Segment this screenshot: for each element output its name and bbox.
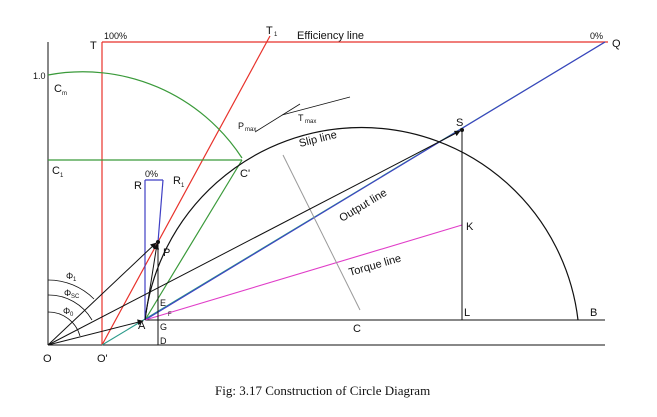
torque-line [144, 224, 463, 321]
vector-ap [144, 243, 160, 321]
label-d: D [160, 336, 167, 346]
label-c1-sub: 1 [60, 173, 64, 179]
label-phi1-sub: 1 [73, 277, 77, 283]
label-r: R [134, 180, 142, 192]
label-c-prime: C' [240, 168, 250, 180]
r1-p-line [157, 179, 164, 243]
label-pmax-sub: max [245, 127, 256, 133]
label-c1: C [52, 165, 60, 177]
slip-line [144, 41, 606, 321]
cprime-line [144, 159, 243, 321]
label-r1-sub: 1 [181, 183, 185, 189]
label-r1: R [173, 175, 181, 187]
label-o: O [43, 353, 52, 365]
pmax-tangent [254, 103, 301, 133]
vector-oa [47, 319, 144, 346]
label-phi1: Φ [66, 271, 73, 281]
label-cm: C [54, 83, 62, 95]
label-t1-sub: 1 [274, 32, 278, 38]
label-one-point-zero: 1.0 [33, 71, 46, 81]
label-l: L [464, 307, 470, 319]
label-e: E [160, 298, 166, 308]
circle-arc [144, 126, 579, 321]
label-f: F [168, 312, 172, 318]
label-t1: T [266, 25, 273, 37]
label-efficiency-line: Efficiency line [297, 30, 364, 42]
label-cm-sub: m [62, 91, 67, 97]
tmax-tangent [281, 96, 351, 116]
figure-caption: Fig: 3.17 Construction of Circle Diagram [215, 383, 430, 398]
label-zero-percent-top: 0% [590, 31, 603, 41]
label-100-percent: 100% [104, 31, 127, 41]
phisc-arc [47, 294, 93, 321]
label-q: Q [612, 38, 621, 50]
label-g: G [160, 322, 167, 332]
label-s: S [456, 117, 463, 129]
label-b: B [590, 307, 597, 319]
label-zero-percent-mid: 0% [145, 169, 158, 179]
label-o-prime: O' [97, 353, 108, 365]
vector-os [47, 130, 461, 346]
label-k: K [466, 221, 474, 233]
label-phi0-sub: 0 [70, 312, 74, 318]
label-t: T [90, 40, 97, 52]
label-c: C [353, 323, 361, 335]
vector-op [47, 242, 157, 346]
label-tmax: T [298, 113, 304, 123]
point-s [460, 128, 464, 132]
label-phi0: Φ [63, 306, 70, 316]
label-phisc: Φ [64, 288, 71, 298]
perpendicular-line [282, 154, 361, 311]
label-p: P [163, 247, 170, 259]
label-tmax-sub: max [305, 119, 316, 125]
label-pmax: P [238, 121, 244, 131]
efficiency-line [101, 35, 271, 346]
label-phisc-sub: SC [71, 294, 80, 300]
point-p [156, 240, 160, 244]
phi0-arc [47, 311, 81, 337]
phi1-arc [47, 279, 95, 300]
cm-arc [47, 71, 243, 159]
label-a: A [138, 320, 146, 332]
label-output-line: Output line [337, 187, 389, 225]
